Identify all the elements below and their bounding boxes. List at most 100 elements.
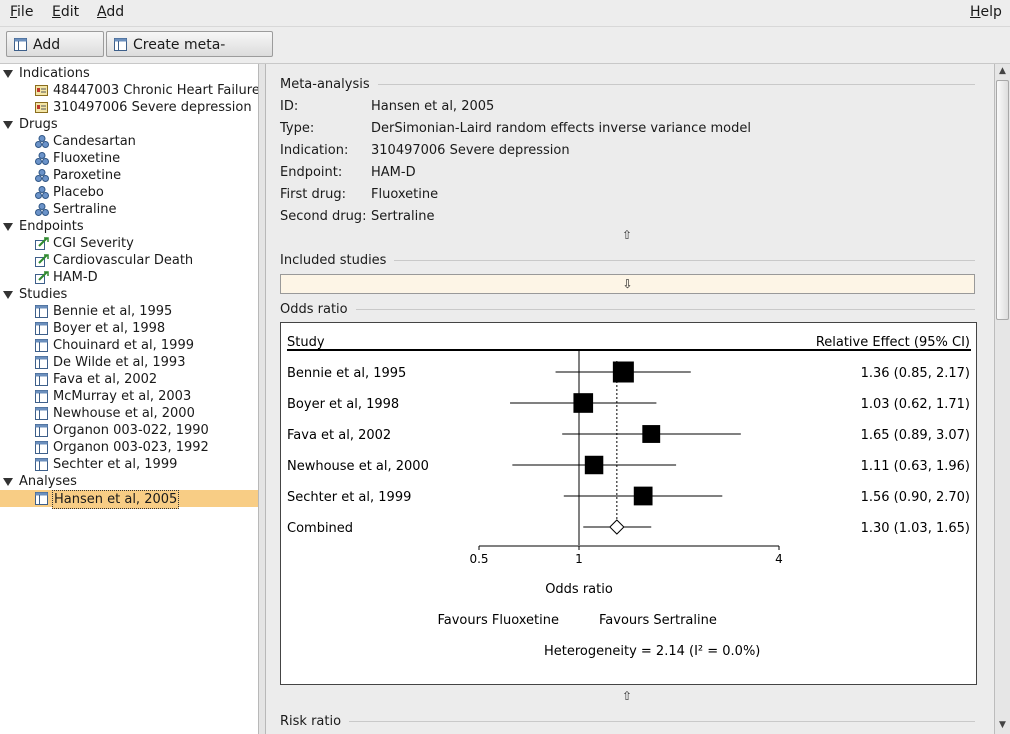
tree-item-studie[interactable]: Boyer et al, 1998 <box>0 320 258 337</box>
type-label: Type: <box>280 121 315 136</box>
tree-item-studie[interactable]: Chouinard et al, 1999 <box>0 337 258 354</box>
id-label: ID: <box>280 99 299 114</box>
tree-item-label: Organon 003-022, 1990 <box>53 423 209 438</box>
combined-label: Combined <box>287 521 353 536</box>
point-estimate-square <box>573 393 594 413</box>
effect-value-label: 1.11 (0.63, 1.96) <box>861 459 970 474</box>
point-estimate-square <box>642 425 661 443</box>
scroll-down-icon[interactable]: ▼ <box>999 720 1006 730</box>
tree-item-label: Candesartan <box>53 134 136 149</box>
tree-item-studie[interactable]: Organon 003-023, 1992 <box>0 439 258 456</box>
tree-item-drug[interactable]: Candesartan <box>0 133 258 150</box>
endpoint-icon <box>35 271 49 284</box>
effect-value-label: 1.65 (0.89, 3.07) <box>861 428 970 443</box>
menu-add[interactable]: Add <box>97 4 125 20</box>
tree-group-label: Indications <box>19 66 90 81</box>
menu-file[interactable]: File <box>10 4 34 20</box>
tree-item-studie[interactable]: McMurray et al, 2003 <box>0 388 258 405</box>
point-estimate-square <box>633 486 653 506</box>
tree-item-label: Fluoxetine <box>53 151 121 166</box>
tree-item-label: Sertraline <box>53 202 117 217</box>
tree-item-label: Chouinard et al, 1999 <box>53 338 194 353</box>
collapse-up-icon[interactable]: ⇧ <box>622 228 633 242</box>
main-panel: Meta-analysis ID: Hansen et al, 2005 Typ… <box>266 64 993 734</box>
study-name-label: Bennie et al, 1995 <box>287 366 406 381</box>
tree-item-studie[interactable]: Fava et al, 2002 <box>0 371 258 388</box>
favours-left-label: Favours Fluoxetine <box>437 613 559 628</box>
risk-ratio-section-title: Risk ratio <box>280 714 350 729</box>
tree-item-endpoint[interactable]: HAM-D <box>0 269 258 286</box>
tree-item-label: CGI Severity <box>53 236 134 251</box>
menubar: File Edit Add Help <box>0 0 1010 25</box>
tree-item-label: Boyer et al, 1998 <box>53 321 166 336</box>
drug-icon <box>35 203 49 216</box>
tree-item-indication[interactable]: 310497006 Severe depression <box>0 99 258 116</box>
tree-item-analyse[interactable]: Hansen et al, 2005 <box>0 490 258 509</box>
endpoint-icon <box>35 254 49 267</box>
tree-group-drugs[interactable]: Drugs <box>0 116 258 133</box>
tree-group-indications[interactable]: Indications <box>0 65 258 82</box>
meta-analysis-section-title: Meta-analysis <box>280 77 378 92</box>
menu-edit[interactable]: Edit <box>52 4 80 20</box>
tree-item-label: De Wilde et al, 1993 <box>53 355 186 370</box>
tree-item-studie[interactable]: Newhouse et al, 2000 <box>0 405 258 422</box>
indication-icon <box>35 102 48 113</box>
expanded-triangle-icon[interactable] <box>3 121 13 129</box>
tree-item-studie[interactable]: Sechter et al, 1999 <box>0 456 258 473</box>
x-axis-title: Odds ratio <box>545 582 613 597</box>
second-drug-value: Sertraline <box>371 209 435 224</box>
menu-help[interactable]: Help <box>970 4 1002 20</box>
expanded-triangle-icon[interactable] <box>3 478 13 486</box>
tree-item-studie[interactable]: Bennie et al, 1995 <box>0 303 258 320</box>
effect-value-label: 1.03 (0.62, 1.71) <box>861 397 970 412</box>
expanded-triangle-icon[interactable] <box>3 70 13 78</box>
forest-plot-panel: Study Relative Effect (95% CI) Bennie et a… <box>280 322 977 685</box>
tree-group-analyses[interactable]: Analyses <box>0 473 258 490</box>
tree-group-endpoints[interactable]: Endpoints <box>0 218 258 235</box>
tree-item-label: Paroxetine <box>53 168 122 183</box>
table-icon <box>14 38 27 51</box>
tree-item-label: HAM-D <box>53 270 98 285</box>
create-meta-analysis-button[interactable]: Create meta-analysis <box>106 31 273 79</box>
tree-item-label: Newhouse et al, 2000 <box>53 406 195 421</box>
vertical-scrollbar[interactable]: ▲ ▼ <box>994 64 1010 734</box>
included-studies-section-title: Included studies <box>280 253 395 268</box>
navigation-tree: Indications 48447003 Chronic Heart Failur… <box>0 64 259 734</box>
expand-included-studies-button[interactable]: ⇩ <box>280 274 975 294</box>
scrollbar-thumb[interactable] <box>996 80 1009 320</box>
second-drug-label: Second drug: <box>280 209 367 224</box>
tree-item-drug[interactable]: Placebo <box>0 184 258 201</box>
odds-ratio-section-title: Odds ratio <box>280 302 356 317</box>
point-estimate-square <box>612 361 634 383</box>
tree-item-endpoint[interactable]: CGI Severity <box>0 235 258 252</box>
drug-icon <box>35 135 49 148</box>
x-tick-label: 1 <box>575 552 583 566</box>
study-name-label: Newhouse et al, 2000 <box>287 459 429 474</box>
tree-item-indication[interactable]: 48447003 Chronic Heart Failure <box>0 82 258 99</box>
combined-value-label: 1.30 (1.03, 1.65) <box>861 521 970 536</box>
tree-item-studie[interactable]: Organon 003-022, 1990 <box>0 422 258 439</box>
splitter-handle[interactable] <box>259 64 266 734</box>
combined-diamond <box>609 519 625 535</box>
id-value: Hansen et al, 2005 <box>371 99 495 114</box>
table-icon <box>35 441 48 454</box>
scroll-up-icon[interactable]: ▲ <box>999 66 1006 76</box>
expanded-triangle-icon[interactable] <box>3 223 13 231</box>
type-value: DerSimonian-Laird random effects inverse… <box>371 121 751 136</box>
table-icon <box>35 356 48 369</box>
tree-item-endpoint[interactable]: Cardiovascular Death <box>0 252 258 269</box>
tree-item-drug[interactable]: Fluoxetine <box>0 150 258 167</box>
tree-item-label: 310497006 Severe depression <box>53 100 252 115</box>
drug-icon <box>35 152 49 165</box>
tree-item-drug[interactable]: Paroxetine <box>0 167 258 184</box>
indication-icon <box>35 85 48 96</box>
tree-item-label: Organon 003-023, 1992 <box>53 440 209 455</box>
tree-item-studie[interactable]: De Wilde et al, 1993 <box>0 354 258 371</box>
table-icon <box>35 339 48 352</box>
add-study-button[interactable]: Add study <box>6 31 104 79</box>
tree-item-drug[interactable]: Sertraline <box>0 201 258 218</box>
collapse-up-icon[interactable]: ⇧ <box>622 689 633 703</box>
tree-group-studies[interactable]: Studies <box>0 286 258 303</box>
expanded-triangle-icon[interactable] <box>3 291 13 299</box>
table-icon <box>35 424 48 437</box>
